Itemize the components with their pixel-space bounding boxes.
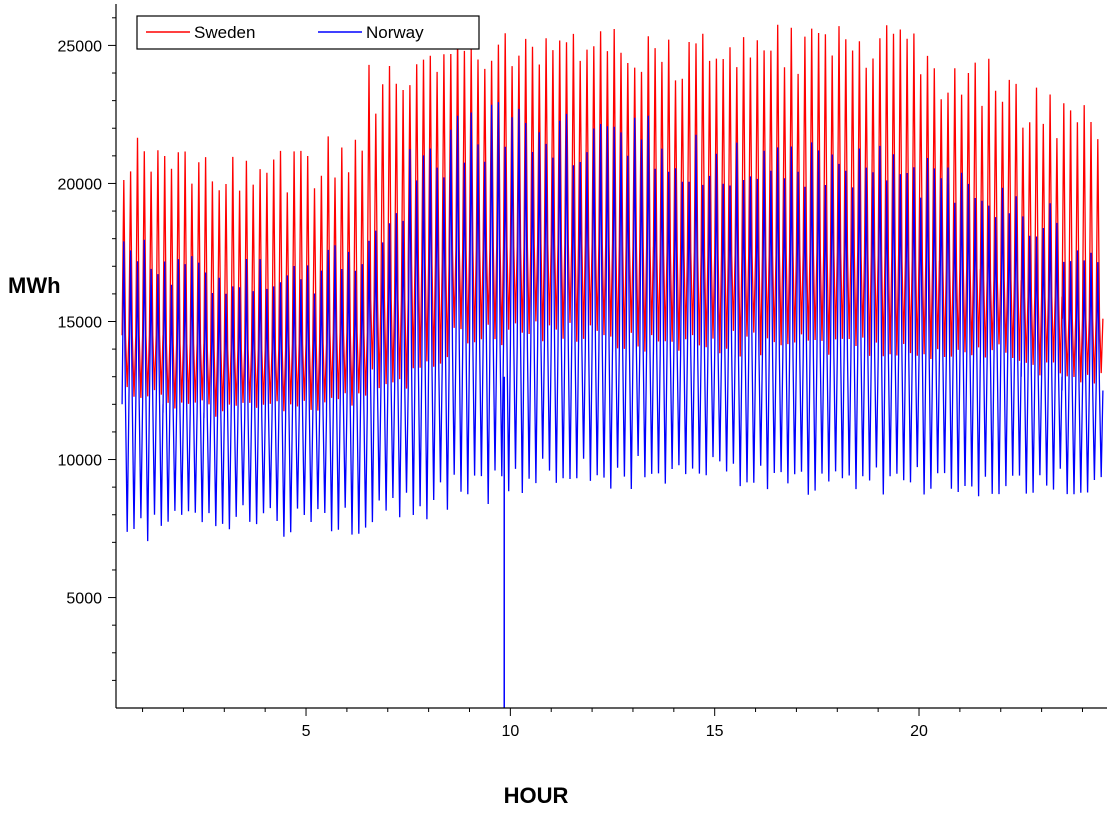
legend: Sweden Norway [136,15,480,50]
x-tick-label: 20 [910,723,928,740]
y-tick-label: 5000 [66,591,102,608]
y-tick-label: 10000 [58,453,103,470]
x-tick-label: 10 [501,723,519,740]
y-tick-label: 25000 [58,38,103,55]
y-tick-label: 20000 [58,176,103,193]
x-tick-label: 15 [706,723,724,740]
ticks-layer: 5000 10000 15000 20000 25000 5 10 15 20 [58,17,1083,740]
x-axis-title: HOUR [504,783,569,808]
x-tick-label: 5 [302,723,311,740]
y-tick-label: 15000 [58,314,103,331]
axes-layer [115,4,1107,709]
series-sweden-line [121,24,1104,417]
series-norway-line [121,102,1104,542]
legend-box [136,15,480,50]
series-layer [121,24,1104,708]
y-axis-title: MWh [8,273,61,298]
legend-sweden-label: Sweden [194,23,255,42]
legend-norway-label: Norway [366,23,424,42]
